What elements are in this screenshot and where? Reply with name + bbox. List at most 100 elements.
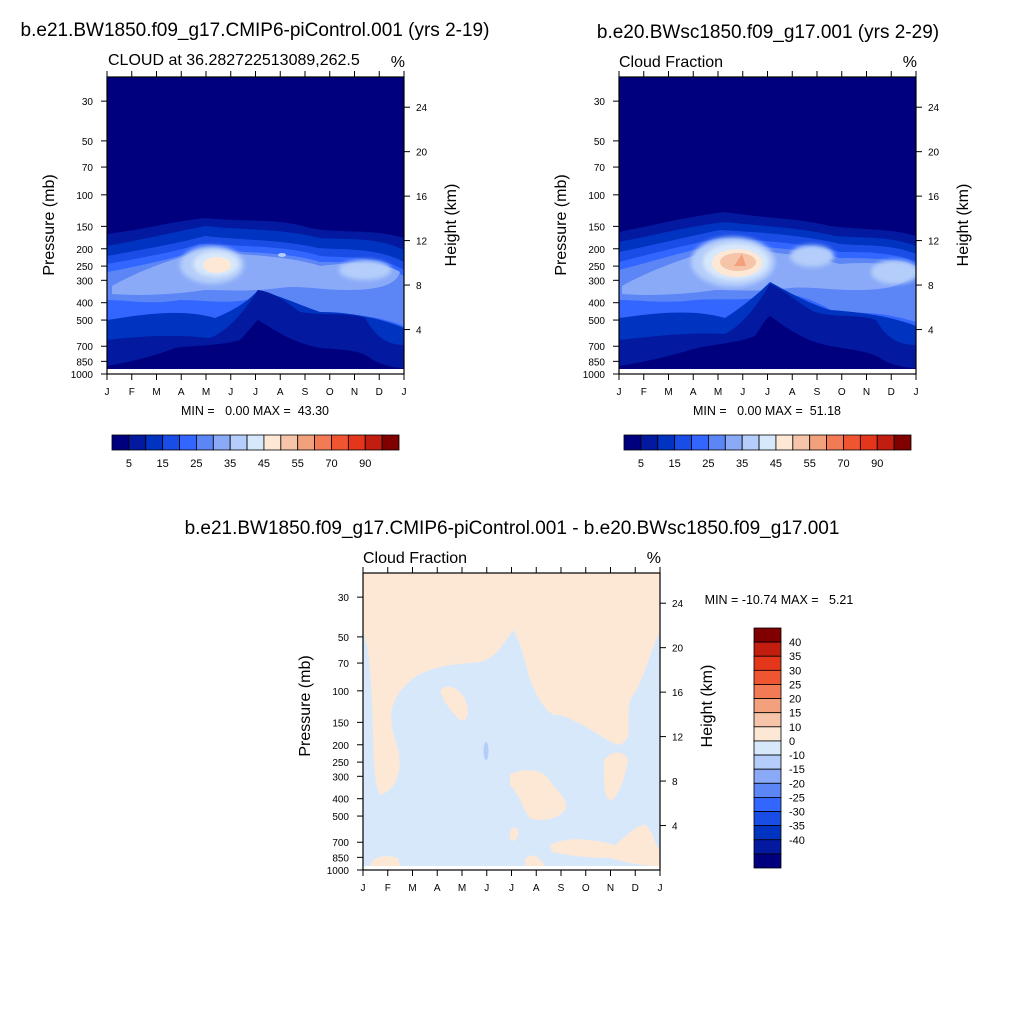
colorbar-swatch (792, 434, 811, 451)
contour-field (107, 77, 404, 374)
y-tick-label: 1000 (583, 370, 606, 381)
y-tick-label: 30 (338, 593, 350, 604)
x-tick-label: J (509, 883, 514, 894)
colorbar-swatch (843, 434, 861, 451)
y-right-tick-label: 16 (416, 192, 428, 203)
panel-suptitle: b.e21.BW1850.f09_g17.CMIP6-piControl.001… (185, 518, 840, 539)
x-tick-label: S (558, 883, 565, 894)
min-max-stats: MIN = -10.74 MAX = 5.21 (705, 593, 854, 607)
y-tick-label: 70 (82, 163, 94, 174)
contour-cell-positive (509, 827, 519, 841)
x-tick-label: O (838, 387, 846, 398)
colorbar-swatch (893, 434, 912, 451)
colorbar-swatch (381, 434, 400, 451)
x-tick-label: S (814, 387, 821, 398)
colorbar-swatch (657, 434, 676, 451)
colorbar-label: 15 (789, 708, 801, 720)
y-right-tick-label: 4 (928, 326, 934, 337)
colorbar-label: 35 (224, 458, 236, 470)
colorbar-swatch (162, 434, 180, 451)
min-max-stats: MIN = 0.00 MAX = 43.30 (181, 404, 329, 418)
colorbar-swatch (859, 434, 878, 451)
panel-title: Cloud Fraction (363, 550, 467, 567)
y-right-tick-label: 24 (672, 599, 684, 610)
contour-cell (339, 260, 391, 280)
y-right-tick-label: 16 (672, 688, 684, 699)
x-tick-label: J (361, 883, 366, 894)
y-tick-label: 100 (332, 687, 349, 698)
colorbar-label: 5 (638, 458, 644, 470)
y-tick-label: 400 (332, 795, 349, 806)
y-right-tick-label: 20 (672, 644, 684, 655)
colorbar-label: 45 (258, 458, 270, 470)
x-tick-label: S (302, 387, 309, 398)
x-tick-label: F (385, 883, 391, 894)
y-tick-label: 100 (76, 191, 93, 202)
colorbar-label: 90 (359, 458, 371, 470)
y-tick-label: 700 (76, 342, 93, 353)
x-tick-label: M (664, 387, 672, 398)
colorbar-swatch (753, 712, 782, 728)
colorbar-label: -30 (789, 807, 805, 819)
x-tick-label: O (582, 883, 590, 894)
colorbar-swatch (876, 434, 895, 451)
colorbar-swatch (212, 434, 231, 451)
y-axis-right-label: Height (km) (443, 184, 460, 267)
colorbar-label: 70 (325, 458, 337, 470)
x-tick-label: N (351, 387, 358, 398)
y-tick-label: 150 (588, 222, 605, 233)
colorbar-swatch (753, 669, 782, 685)
x-tick-label: J (617, 387, 622, 398)
colorbar-label: 55 (804, 458, 816, 470)
colorbar: 40 35 30 25 20 15 10 0 -10 -15 -20 -25 -30 -35 -40 (753, 627, 805, 869)
y-tick-label: 50 (338, 633, 350, 644)
y-right-tick-label: 24 (928, 103, 940, 114)
y-tick-label: 700 (588, 342, 605, 353)
y-axis-label: Pressure (mb) (553, 174, 570, 275)
contour-cell (790, 245, 834, 267)
y-right-tick-label: 8 (672, 777, 678, 788)
x-tick-label: D (888, 387, 895, 398)
contour-cell (734, 254, 746, 266)
y-tick-label: 150 (76, 222, 93, 233)
colorbar-label: -10 (789, 750, 805, 762)
colorbar-swatch (753, 627, 782, 643)
y-right-tick-label: 12 (928, 237, 940, 248)
colorbar-label: 70 (837, 458, 849, 470)
y-axis-right-label: Height (km) (955, 184, 972, 267)
contour-cell-negative (483, 742, 489, 760)
x-tick-label: J (484, 883, 489, 894)
colorbar-swatch (623, 434, 642, 451)
y-axis-right: 4 8 12 16 20 24 (916, 103, 940, 337)
colorbar-label: 15 (669, 458, 681, 470)
colorbar-swatch (196, 434, 214, 451)
colorbar-swatch (246, 434, 265, 451)
contour-band-positive (363, 573, 660, 795)
colorbar-swatch (314, 434, 332, 451)
x-tick-label: A (690, 387, 697, 398)
contour-cell-positive (370, 856, 400, 866)
colorbar-swatch (674, 434, 692, 451)
contour-cell-positive (440, 686, 468, 721)
colorbar-swatch (128, 434, 147, 451)
colorbar: 5 15 25 35 45 55 70 90 (623, 434, 912, 470)
panel-sc-run: b.e20.BWsc1850.f09_g17.001 (yrs 2-29) Cl… (553, 22, 972, 470)
y-tick-label: 70 (594, 163, 606, 174)
colorbar-swatch (753, 782, 782, 798)
colorbar-swatch (741, 434, 760, 451)
units-label: % (647, 550, 661, 567)
y-axis-left: 30 50 70 100 150 200 250 300 400 500 700 850 1000 (583, 97, 619, 381)
y-tick-label: 300 (588, 276, 605, 287)
colorbar-swatch (280, 434, 299, 451)
y-tick-label: 1000 (71, 370, 94, 381)
y-tick-label: 50 (82, 137, 94, 148)
colorbar-swatch (297, 434, 315, 451)
y-tick-label: 850 (76, 357, 93, 368)
x-tick-label: M (714, 387, 722, 398)
x-tick-label: N (607, 883, 614, 894)
contour-band (107, 320, 404, 374)
y-tick-label: 30 (594, 97, 606, 108)
x-tick-label: F (641, 387, 647, 398)
